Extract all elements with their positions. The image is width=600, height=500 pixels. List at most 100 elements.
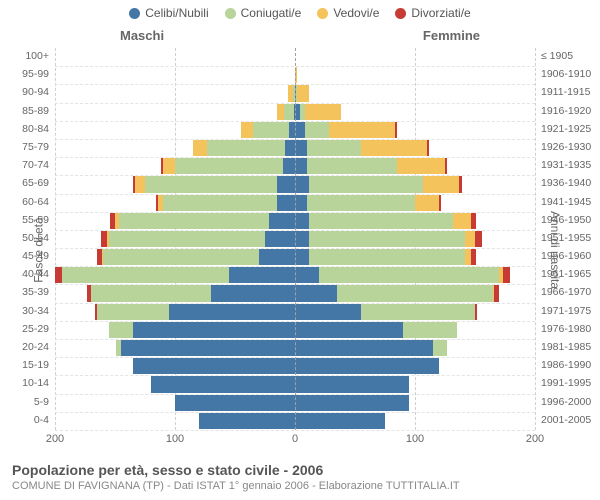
- bar-segment: [97, 304, 169, 320]
- age-label: 80-84: [22, 121, 49, 139]
- legend-item: Coniugati/e: [225, 6, 302, 20]
- birth-year-label: 1981-1985: [541, 339, 591, 357]
- bar-segment: [471, 213, 476, 229]
- age-label: 100+: [25, 48, 49, 66]
- female-bar: [295, 67, 535, 83]
- male-bar: [55, 122, 295, 138]
- bar-segment: [319, 267, 499, 283]
- bar-segment: [151, 376, 295, 392]
- bar-segment: [395, 122, 397, 138]
- birth-year-label: 1941-1945: [541, 194, 591, 212]
- bar-segment: [307, 158, 397, 174]
- bar-segment: [295, 140, 307, 156]
- female-bar: [295, 249, 535, 265]
- male-bar: [55, 304, 295, 320]
- birth-year-label: 1986-1990: [541, 357, 591, 375]
- age-label: 5-9: [34, 394, 49, 412]
- birth-year-label: 1926-1930: [541, 139, 591, 157]
- bar-segment: [55, 267, 62, 283]
- bar-segment: [494, 285, 499, 301]
- female-bar: [295, 176, 535, 192]
- male-bar: [55, 358, 295, 374]
- legend-swatch: [395, 8, 406, 19]
- bar-segment: [361, 304, 475, 320]
- x-axis-ticks: 2001000100200: [55, 433, 535, 448]
- female-bar: [295, 213, 535, 229]
- bar-segment: [253, 122, 289, 138]
- bar-segment: [109, 231, 265, 247]
- bar-segment: [295, 340, 433, 356]
- bar-segment: [309, 213, 453, 229]
- gridline: [535, 48, 536, 430]
- female-bar: [295, 358, 535, 374]
- bar-segment: [169, 304, 295, 320]
- bar-segment: [277, 176, 295, 192]
- column-headers: Maschi Femmine: [0, 28, 600, 46]
- male-bar: [55, 231, 295, 247]
- male-bar: [55, 67, 295, 83]
- female-bar: [295, 195, 535, 211]
- bar-segment: [269, 213, 295, 229]
- bar-segment: [207, 140, 285, 156]
- bar-segment: [135, 176, 145, 192]
- age-label: 0-4: [34, 412, 49, 430]
- bar-segment: [277, 195, 295, 211]
- bar-segment: [295, 176, 309, 192]
- age-label: 85-89: [22, 103, 49, 121]
- bar-segment: [295, 213, 309, 229]
- male-bar: [55, 49, 295, 65]
- plot-area: 100+≤ 190595-991906-191090-941911-191585…: [55, 48, 535, 430]
- bar-segment: [309, 249, 465, 265]
- age-label: 60-64: [22, 194, 49, 212]
- age-label: 10-14: [22, 375, 49, 393]
- birth-year-label: ≤ 1905: [541, 48, 573, 66]
- female-bar: [295, 85, 535, 101]
- age-label: 65-69: [22, 175, 49, 193]
- bar-segment: [475, 304, 477, 320]
- legend-swatch: [225, 8, 236, 19]
- x-tick-label: 200: [46, 433, 64, 445]
- bar-segment: [475, 231, 482, 247]
- female-bar: [295, 376, 535, 392]
- birth-year-label: 1916-1920: [541, 103, 591, 121]
- chart-title: Popolazione per età, sesso e stato civil…: [12, 462, 588, 478]
- bar-segment: [295, 249, 309, 265]
- bar-segment: [295, 267, 319, 283]
- female-bar: [295, 140, 535, 156]
- male-bar: [55, 340, 295, 356]
- male-bar: [55, 413, 295, 429]
- birth-year-label: 1961-1965: [541, 266, 591, 284]
- bar-segment: [145, 176, 277, 192]
- bar-segment: [309, 231, 465, 247]
- female-bar: [295, 49, 535, 65]
- male-bar: [55, 395, 295, 411]
- bar-segment: [284, 104, 294, 120]
- age-label: 70-74: [22, 157, 49, 175]
- legend-swatch: [129, 8, 140, 19]
- legend-swatch: [317, 8, 328, 19]
- age-label: 75-79: [22, 139, 49, 157]
- male-bar: [55, 85, 295, 101]
- chart-footer: Popolazione per età, sesso e stato civil…: [12, 462, 588, 492]
- bar-segment: [465, 231, 475, 247]
- bar-segment: [109, 322, 133, 338]
- bar-segment: [241, 122, 253, 138]
- bar-segment: [307, 195, 415, 211]
- age-label: 15-19: [22, 357, 49, 375]
- bar-segment: [121, 340, 295, 356]
- bar-segment: [119, 213, 269, 229]
- age-label: 25-29: [22, 321, 49, 339]
- birth-year-label: 2001-2005: [541, 412, 591, 430]
- population-pyramid-chart: Celibi/NubiliConiugati/eVedovi/eDivorzia…: [0, 0, 600, 500]
- female-bar: [295, 231, 535, 247]
- bar-segment: [471, 249, 476, 265]
- age-label: 45-49: [22, 248, 49, 266]
- male-bar: [55, 140, 295, 156]
- birth-year-label: 1976-1980: [541, 321, 591, 339]
- bar-segment: [503, 267, 510, 283]
- birth-year-label: 1906-1910: [541, 66, 591, 84]
- birth-year-label: 1921-1925: [541, 121, 591, 139]
- bar-segment: [295, 231, 309, 247]
- age-label: 30-34: [22, 303, 49, 321]
- birth-year-label: 1911-1915: [541, 84, 590, 102]
